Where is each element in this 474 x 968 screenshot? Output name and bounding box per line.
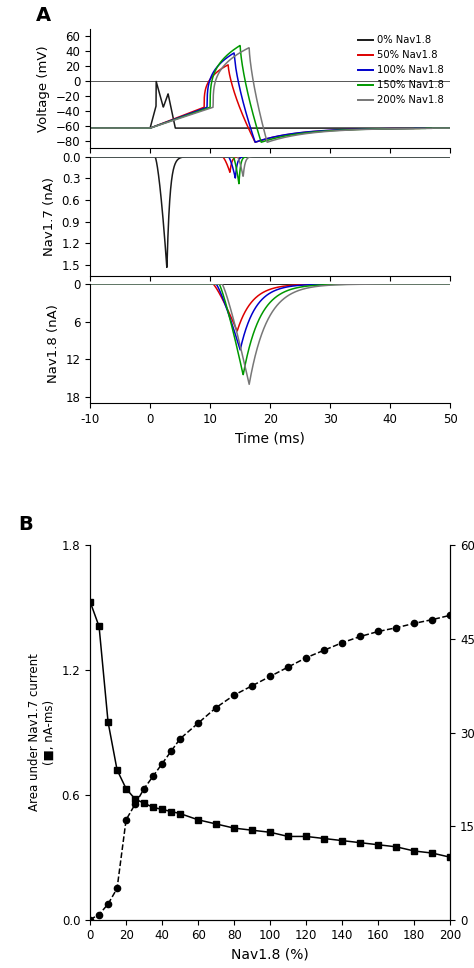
Y-axis label: Voltage (mV): Voltage (mV) bbox=[37, 45, 50, 132]
Y-axis label: Nav1.8 (nA): Nav1.8 (nA) bbox=[47, 304, 60, 383]
Legend: 0% Nav1.8, 50% Nav1.8, 100% Nav1.8, 150% Nav1.8, 200% Nav1.8: 0% Nav1.8, 50% Nav1.8, 100% Nav1.8, 150%… bbox=[355, 31, 448, 109]
Text: A: A bbox=[36, 7, 51, 25]
X-axis label: Time (ms): Time (ms) bbox=[235, 432, 305, 445]
Y-axis label: Nav1.7 (nA): Nav1.7 (nA) bbox=[43, 176, 56, 256]
Text: B: B bbox=[18, 515, 33, 534]
X-axis label: Nav1.8 (%): Nav1.8 (%) bbox=[231, 948, 309, 962]
Y-axis label: Area under Nav1.7 current
(■, nA-ms): Area under Nav1.7 current (■, nA-ms) bbox=[28, 653, 56, 811]
